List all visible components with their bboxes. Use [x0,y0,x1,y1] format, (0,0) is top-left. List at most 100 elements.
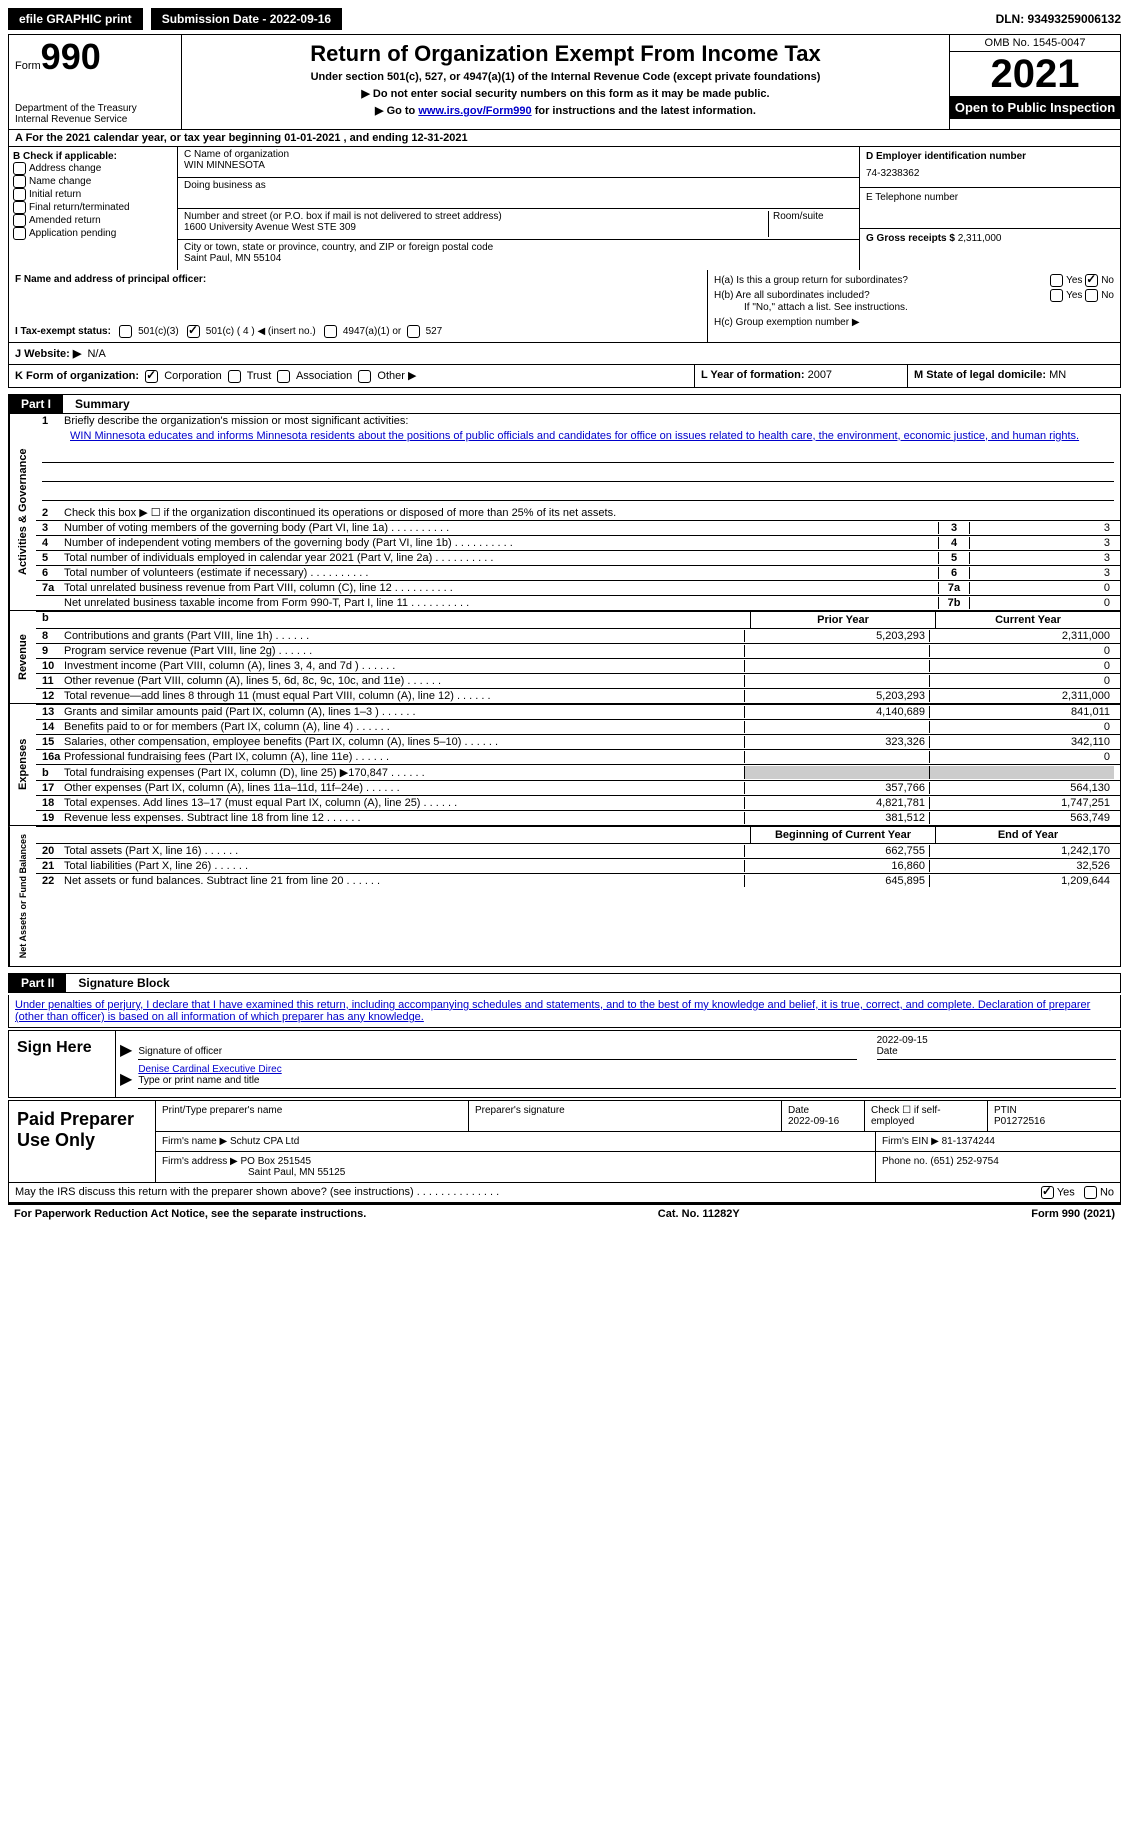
firm-ein-l: Firm's EIN ▶ [882,1136,939,1147]
chk-other[interactable] [358,370,371,383]
li-box: 3 [938,522,970,534]
note2-pre: ▶ Go to [375,105,418,117]
dln-text: DLN: 93493259006132 [996,12,1121,26]
li-prior [744,751,929,763]
li-box: 7a [938,582,970,594]
li-text: Contributions and grants (Part VIII, lin… [64,630,744,642]
li-text: Number of voting members of the governin… [64,522,938,534]
data-row: 19 Revenue less expenses. Subtract line … [36,810,1120,825]
li-prior [744,721,929,733]
col-begin: Beginning of Current Year [750,827,935,843]
chk-pending[interactable] [13,227,26,240]
footer: For Paperwork Reduction Act Notice, see … [8,1203,1121,1223]
data-row: 20 Total assets (Part X, line 16) . . . … [36,843,1120,858]
hb-no[interactable] [1085,289,1098,302]
data-row: 12 Total revenue—add lines 8 through 11 … [36,688,1120,703]
ha-yes[interactable] [1050,274,1063,287]
side-ag: Activities & Governance [9,414,36,610]
chk-4947[interactable] [324,325,337,338]
data-row: 11 Other revenue (Part VIII, column (A),… [36,673,1120,688]
chk-trust[interactable] [228,370,241,383]
opt-527: 527 [426,326,443,337]
paid-label: Paid Preparer Use Only [9,1101,156,1182]
form-subtitle: Under section 501(c), 527, or 4947(a)(1)… [188,71,943,83]
firm-name-l: Firm's name ▶ [162,1136,227,1147]
omb-number: OMB No. 1545-0047 [950,35,1120,52]
chk-assoc[interactable] [277,370,290,383]
open-inspection: Open to Public Inspection [950,96,1120,119]
chk-527[interactable] [407,325,420,338]
discuss-no[interactable] [1084,1186,1097,1199]
street-row: Number and street (or P.O. box if mail i… [178,209,859,240]
chk-amended[interactable] [13,214,26,227]
l-label: L Year of formation: [701,369,805,381]
discuss-no-l: No [1100,1186,1114,1198]
data-row: 9 Program service revenue (Part VIII, li… [36,643,1120,658]
prep-date-l: Date [788,1105,809,1116]
li-num: 18 [42,797,64,809]
chk-final-return[interactable] [13,201,26,214]
gross-cell: G Gross receipts $ 2,311,000 [860,229,1120,269]
form-word: Form [15,60,41,72]
li-box: 5 [938,552,970,564]
efile-print-button[interactable]: efile GRAPHIC print [8,8,143,30]
penalty-text: Under penalties of perjury, I declare th… [8,995,1121,1028]
data-row: b Total fundraising expenses (Part IX, c… [36,764,1120,780]
li-text: Total revenue—add lines 8 through 11 (mu… [64,690,744,702]
li-current: 841,011 [929,706,1114,718]
hb-yes-l: Yes [1066,290,1082,301]
chk-501c3[interactable] [119,325,132,338]
li-num: 17 [42,782,64,794]
ha-no[interactable] [1085,274,1098,287]
chk-501c[interactable] [187,325,200,338]
blank-line-1 [42,448,1114,463]
li-num: 9 [42,645,64,657]
li-current: 1,747,251 [929,797,1114,809]
s2-text: Check this box ▶ ☐ if the organization d… [64,506,1114,519]
section-fg: F Name and address of principal officer:… [8,270,1121,343]
info-grid: B Check if applicable: Address change Na… [8,147,1121,270]
chk-initial-return[interactable] [13,188,26,201]
part1-header: Part I Summary [8,394,1121,414]
part2-header: Part II Signature Block [8,973,1121,993]
li-text: Total number of individuals employed in … [64,552,938,564]
li-num: b [42,767,64,779]
f-label: F Name and address of principal officer: [15,274,206,285]
irs-link[interactable]: www.irs.gov/Form990 [418,105,531,117]
part2-title: Signature Block [66,974,1120,992]
firm-name: Schutz CPA Ltd [230,1136,299,1147]
chk-address-change[interactable] [13,162,26,175]
li-text: Other expenses (Part IX, column (A), lin… [64,782,744,794]
box-h: H(a) Is this a group return for subordin… [708,270,1120,342]
ag-row: 6 Total number of volunteers (estimate i… [36,565,1120,580]
li-num: 11 [42,675,64,687]
hb-yes[interactable] [1050,289,1063,302]
chk-name-change[interactable] [13,175,26,188]
hb-no-l: No [1101,290,1114,301]
city-value: Saint Paul, MN 55104 [184,253,853,264]
side-exp: Expenses [9,704,36,825]
firm-addr2: Saint Paul, MN 55125 [248,1167,345,1178]
paid-grid: Print/Type preparer's name Preparer's si… [156,1101,1120,1182]
li-text: Total fundraising expenses (Part IX, col… [64,766,744,779]
k-corp: Corporation [164,370,221,382]
li-prior: 357,766 [744,782,929,794]
li-current: 2,311,000 [929,630,1114,642]
dba-label: Doing business as [184,180,853,191]
li-num: 7a [42,582,64,594]
li-current: 342,110 [929,736,1114,748]
chk-corp[interactable] [145,370,158,383]
form-header: Form990 Department of the Treasury Inter… [8,34,1121,130]
li-num: 3 [42,522,64,534]
prep-name-h: Print/Type preparer's name [156,1101,469,1131]
blank-line-3 [42,486,1114,501]
li-current: 2,311,000 [929,690,1114,702]
opt-501c: 501(c) ( 4 ) ◀ (insert no.) [206,326,316,337]
phone-cell: E Telephone number [860,188,1120,229]
paperwork-notice: For Paperwork Reduction Act Notice, see … [14,1208,366,1220]
discuss-yes[interactable] [1041,1186,1054,1199]
li-prior: 323,326 [744,736,929,748]
j-value: N/A [87,348,105,360]
submission-date-button[interactable]: Submission Date - 2022-09-16 [151,8,342,30]
room-label: Room/suite [769,211,853,237]
